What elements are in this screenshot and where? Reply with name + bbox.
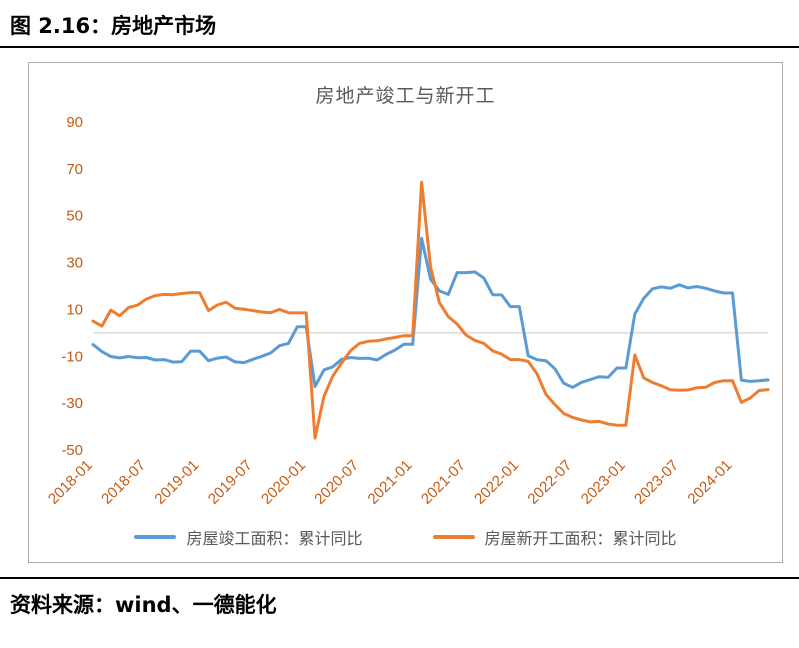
y-axis-tick-label: -30 [61, 395, 83, 412]
top-divider [0, 46, 799, 48]
x-axis-tick-label: 2019-01 [151, 457, 202, 508]
legend-label-completion: 房屋竣工面积：累计同比 [186, 531, 363, 548]
x-axis-tick-label: 2024-01 [684, 457, 735, 508]
x-axis-tick-label: 2021-01 [365, 457, 416, 508]
y-axis-tick-label: 50 [66, 208, 83, 225]
new-starts-series-line [91, 180, 770, 440]
legend-label-new-starts: 房屋新开工面积：累计同比 [484, 531, 677, 548]
legend-item-new-starts: 房屋新开工面积：累计同比 [432, 525, 677, 549]
bottom-divider [0, 577, 799, 579]
y-axis-tick-label: -10 [61, 348, 83, 365]
x-axis-tick-label: 2023-01 [578, 457, 629, 508]
source-text: 资料来源：wind、一德能化 [10, 593, 277, 617]
chart-panel: 房地产竣工与新开工 90 70 50 30 10 -10 -30 -50 2018-01 2018… [28, 62, 783, 563]
legend-item-completion: 房屋竣工面积：累计同比 [134, 525, 363, 549]
x-axis-tick-label: 2018-01 [45, 457, 96, 508]
completion-series-line [91, 236, 770, 389]
y-axis-tick-label: -50 [61, 442, 83, 459]
y-axis-tick-label: 90 [66, 114, 83, 131]
x-axis-tick-label: 2020-01 [258, 457, 309, 508]
x-axis-tick-label: 2022-07 [524, 457, 575, 508]
x-axis-tick-label: 2018-07 [98, 457, 149, 508]
y-axis-tick-label: 70 [66, 161, 83, 178]
completion-line-swatch [134, 535, 177, 539]
y-axis-tick-label: 30 [66, 255, 83, 272]
x-axis-tick-label: 2021-07 [418, 457, 469, 508]
x-axis-tick-label: 2019-07 [205, 457, 256, 508]
y-axis-tick-label: 10 [66, 301, 83, 318]
x-axis-tick-label: 2020-07 [311, 457, 362, 508]
new-starts-line-swatch [432, 535, 475, 539]
x-axis-tick-label: 2022-01 [471, 457, 522, 508]
chart-legend: 房屋竣工面积：累计同比 房屋新开工面积：累计同比 [29, 520, 782, 554]
figure-title: 图 2.16：房地产市场 [10, 14, 217, 38]
chart-title: 房地产竣工与新开工 [315, 86, 496, 107]
x-axis-tick-label: 2023-07 [631, 457, 682, 508]
